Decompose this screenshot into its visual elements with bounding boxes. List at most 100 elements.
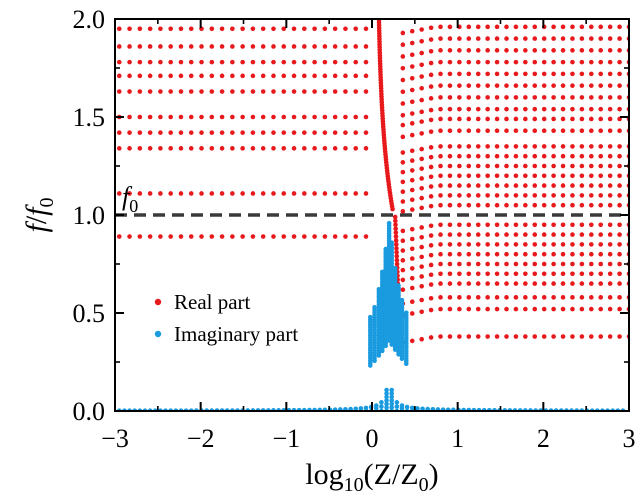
real-point [188, 44, 194, 49]
real-point [617, 251, 622, 257]
real-point [457, 295, 462, 300]
real-point [551, 242, 556, 247]
real-point [617, 48, 622, 53]
real-point [485, 83, 490, 88]
real-point [551, 153, 556, 159]
real-point [513, 295, 519, 300]
real-point [447, 36, 453, 41]
real-point [147, 130, 153, 135]
real-point [409, 64, 415, 69]
real-point [589, 48, 594, 53]
real-point [250, 59, 256, 65]
real-point [579, 163, 585, 169]
real-point [466, 306, 472, 312]
real-point [607, 193, 613, 198]
real-point [541, 251, 547, 257]
real-point [551, 295, 556, 300]
real-point [494, 271, 500, 277]
real-point [485, 163, 490, 169]
real-point [541, 163, 547, 169]
real-point [281, 114, 287, 120]
real-point [579, 202, 585, 208]
real-point [466, 193, 472, 198]
real-point [343, 44, 348, 49]
real-point [485, 71, 490, 77]
real-point [363, 44, 369, 49]
real-point [322, 191, 328, 196]
real-point [400, 150, 406, 155]
real-point [260, 130, 266, 135]
real-point [560, 106, 566, 112]
real-point [230, 114, 235, 120]
imaginary-point [392, 265, 398, 271]
real-point [560, 163, 566, 169]
y-tick-label: 0.5 [73, 299, 106, 328]
real-point [466, 24, 472, 30]
real-point [475, 144, 481, 149]
real-point [598, 71, 604, 77]
real-point [353, 146, 359, 151]
real-point [570, 232, 575, 237]
real-point [598, 222, 604, 228]
real-point [598, 271, 604, 277]
real-point [447, 271, 453, 277]
real-point [178, 146, 184, 151]
real-point [494, 59, 500, 65]
real-point [513, 116, 519, 122]
real-point [598, 232, 604, 237]
real-point [598, 193, 604, 198]
real-point [230, 146, 235, 151]
real-point [589, 232, 594, 237]
real-point [400, 54, 406, 59]
real-point [532, 183, 538, 188]
real-point [551, 334, 556, 339]
y-axis: 0.0 0.5 1.0 1.5 2.0 [73, 5, 629, 426]
real-point [551, 183, 556, 188]
real-point [589, 306, 594, 312]
real-point [485, 173, 490, 179]
real-point [475, 153, 481, 159]
real-point [302, 59, 307, 65]
real-point [409, 285, 415, 291]
real-point [312, 234, 317, 239]
real-point [570, 71, 575, 77]
real-point [494, 183, 500, 188]
real-point [494, 306, 500, 312]
real-point [438, 144, 443, 149]
real-point [475, 271, 481, 277]
real-point [589, 153, 594, 159]
imaginary-part-points [116, 220, 626, 411]
real-point [494, 295, 500, 300]
real-point [116, 59, 122, 65]
real-point [447, 83, 453, 88]
real-point [457, 59, 462, 65]
real-point [541, 271, 547, 277]
real-point [607, 153, 613, 159]
real-point [541, 242, 547, 247]
real-point [127, 130, 132, 135]
real-point [617, 163, 622, 169]
real-point [428, 307, 434, 313]
real-point [551, 281, 556, 286]
real-point [607, 334, 613, 339]
real-point [178, 44, 184, 49]
real-point [570, 222, 575, 228]
real-point [457, 232, 462, 237]
real-point [541, 59, 547, 65]
real-point [541, 281, 547, 286]
real-point [230, 44, 235, 49]
real-point [260, 44, 266, 49]
real-point [457, 202, 462, 208]
real-point [457, 261, 462, 267]
real-point [291, 73, 297, 79]
real-point [428, 272, 434, 278]
real-point [617, 261, 622, 267]
real-point [447, 128, 453, 134]
legend-label-real: Real part [174, 290, 251, 314]
real-point [466, 153, 472, 159]
real-point [513, 95, 519, 100]
real-point [532, 193, 538, 198]
real-point [589, 163, 594, 169]
real-point [598, 24, 604, 30]
